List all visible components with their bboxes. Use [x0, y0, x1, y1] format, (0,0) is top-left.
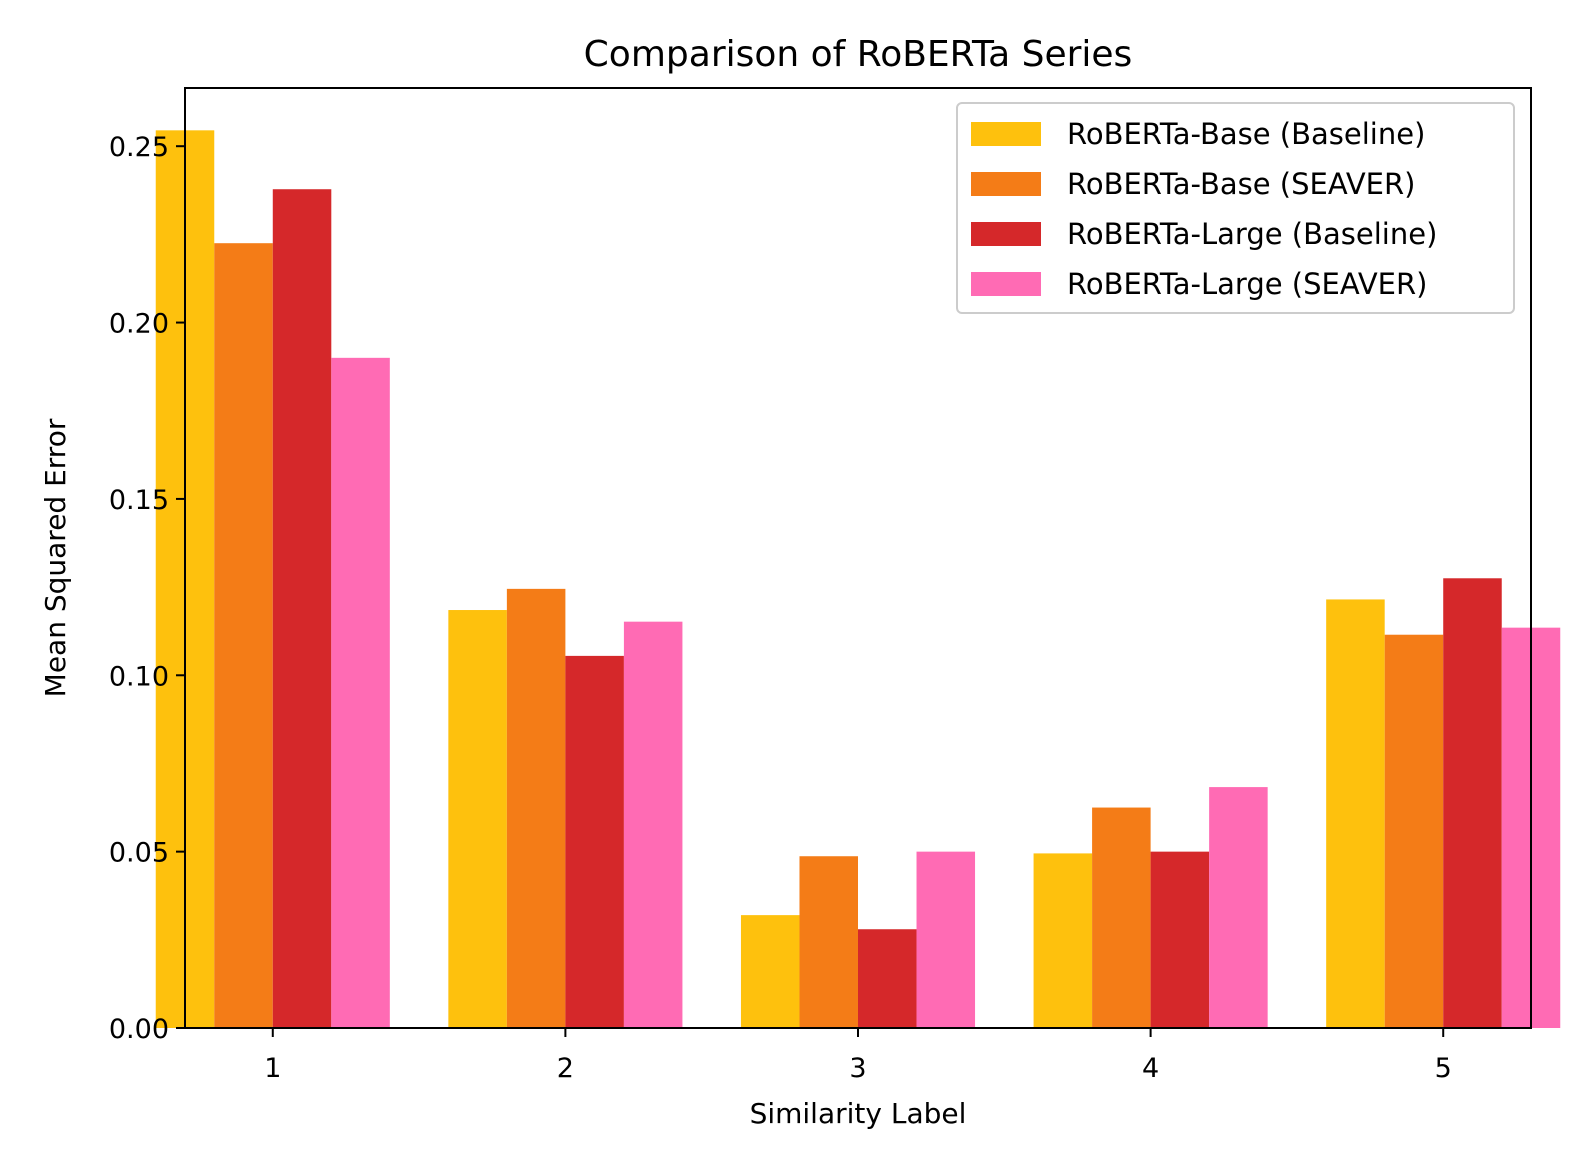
- y-tick-label: 0.20: [109, 309, 169, 340]
- y-tick-label: 0.05: [109, 838, 169, 869]
- bar-series-4-category-2: [623, 621, 683, 1028]
- bar-series-4-category-1: [331, 357, 390, 1029]
- x-tick-label: 2: [557, 1053, 574, 1084]
- y-axis-label: Mean Squared Error: [39, 418, 72, 697]
- y-axis: 0.00 0.05 0.10 0.15 0.20 0.25: [109, 132, 185, 1045]
- bar-series-4-category-3: [916, 851, 976, 1028]
- x-tick-label: 4: [1142, 1053, 1159, 1084]
- legend-entry-label-4: RoBERTa-Large (SEAVER): [1067, 267, 1427, 301]
- bar-series-2-category-1: [214, 243, 273, 1028]
- x-tick-label: 1: [264, 1053, 281, 1084]
- y-tick-label: 0.10: [109, 661, 169, 692]
- chart-title: Comparison of RoBERTa Series: [584, 34, 1133, 75]
- legend-swatch-4: [971, 272, 1041, 296]
- bar-series-2-category-3: [799, 856, 858, 1028]
- bar-series-2-category-4: [1092, 807, 1151, 1028]
- bar-series-4-category-4: [1209, 787, 1268, 1028]
- legend-entry-label-2: RoBERTa-Base (SEAVER): [1067, 167, 1415, 201]
- y-tick-label: 0.25: [109, 132, 169, 163]
- bar-series-3-category-4: [1150, 851, 1210, 1028]
- legend-swatch-2: [971, 172, 1041, 196]
- bar-series-1-category-4: [1033, 853, 1093, 1028]
- bar-series-1-category-3: [740, 915, 800, 1028]
- legend-entry-label-3: RoBERTa-Large (Baseline): [1067, 217, 1437, 251]
- x-tick-label: 3: [849, 1053, 866, 1084]
- legend-swatch-3: [971, 222, 1041, 246]
- x-axis-label: Similarity Label: [750, 1097, 967, 1130]
- legend-swatch-1: [971, 122, 1041, 146]
- bar-series-1-category-5: [1326, 599, 1385, 1028]
- y-tick-label: 0.00: [109, 1014, 169, 1045]
- bar-series-2-category-2: [506, 588, 566, 1028]
- bar-series-3-category-2: [565, 655, 624, 1028]
- x-axis: 1 2 3 4 5: [264, 1028, 1452, 1084]
- bar-series-3-category-1: [272, 189, 332, 1029]
- bar-series-3-category-3: [858, 929, 917, 1028]
- legend-box: [956, 102, 1515, 314]
- bar-series-1-category-2: [448, 610, 507, 1028]
- bars-group: [155, 130, 1561, 1029]
- bar-series-3-category-5: [1443, 578, 1502, 1028]
- x-tick-label: 5: [1435, 1053, 1452, 1084]
- legend: RoBERTa-Base (Baseline) RoBERTa-Base (SEA…: [956, 102, 1515, 314]
- y-tick-label: 0.15: [109, 485, 169, 516]
- legend-entry-label-1: RoBERTa-Base (Baseline): [1067, 117, 1425, 151]
- bar-series-2-category-5: [1384, 634, 1444, 1028]
